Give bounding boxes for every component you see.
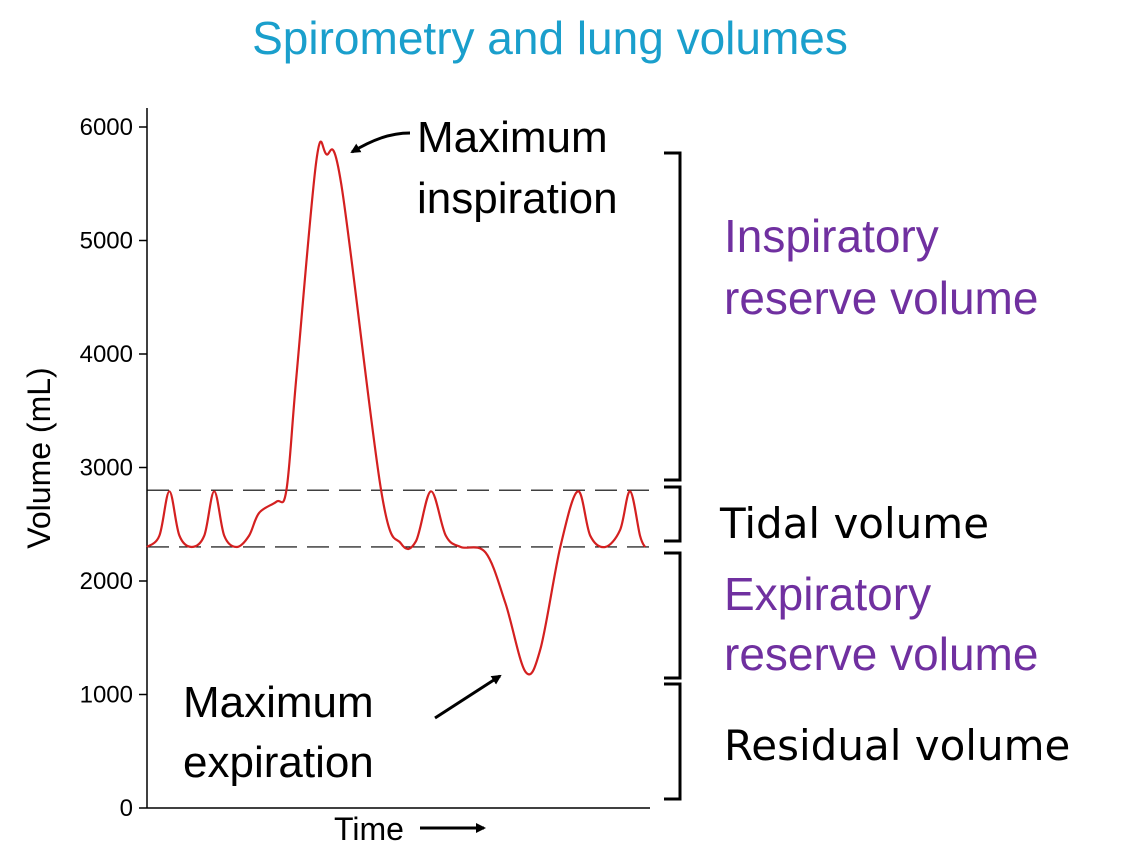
annotation-max-expiration: Maximum expiration — [183, 678, 386, 787]
region-label-expiratory-reserve: Expiratory reserve volume — [724, 568, 1038, 680]
annotation-max-inspiration-line2: inspiration — [417, 174, 618, 223]
annotation-max-inspiration-line1: Maximum — [417, 113, 608, 162]
spirometry-curve — [146, 140, 647, 676]
arrow-to-peak-icon — [350, 131, 411, 154]
y-tick-label-1000: 1000 — [80, 682, 133, 709]
bracket-tidal — [664, 485, 682, 543]
region-label-expiratory-reserve-line1: Expiratory — [724, 568, 931, 620]
curve-points — [145, 152, 647, 674]
y-tick-label-6000: 6000 — [80, 114, 133, 141]
y-tick-label-0: 0 — [120, 795, 133, 822]
region-label-inspiratory-reserve-line2: reserve volume — [724, 272, 1038, 324]
annotation-max-inspiration: Maximum inspiration — [417, 113, 620, 223]
annotation-max-expiration-line2: expiration — [183, 738, 374, 787]
y-axis-label: Volume (mL) — [21, 367, 57, 548]
y-tick-label-5000: 5000 — [80, 228, 133, 255]
y-tick-label-2000: 2000 — [80, 568, 133, 595]
annotation-max-expiration-line1: Maximum — [183, 678, 374, 727]
region-label-inspiratory-reserve: Inspiratory reserve volume — [724, 210, 1038, 324]
region-label-inspiratory-reserve-line1: Inspiratory — [724, 210, 939, 262]
chart-title: Spirometry and lung volumes — [252, 12, 848, 64]
x-axis-label: Time — [334, 811, 404, 847]
arrow-to-trough-icon — [434, 674, 502, 720]
region-label-residual: Residual volume — [724, 721, 1070, 770]
y-tick-label-4000: 4000 — [80, 341, 133, 368]
region-label-tidal: Tidal volume — [719, 499, 989, 548]
y-tick-label-3000: 3000 — [80, 455, 133, 482]
y-ticks: 0 1000 2000 3000 4000 5000 6000 — [80, 114, 147, 822]
bracket-expiratory-reserve — [664, 551, 682, 680]
bracket-inspiratory-reserve — [664, 151, 682, 482]
region-label-expiratory-reserve-line2: reserve volume — [724, 628, 1038, 680]
reference-lines — [147, 489, 652, 548]
bracket-residual — [664, 682, 682, 801]
